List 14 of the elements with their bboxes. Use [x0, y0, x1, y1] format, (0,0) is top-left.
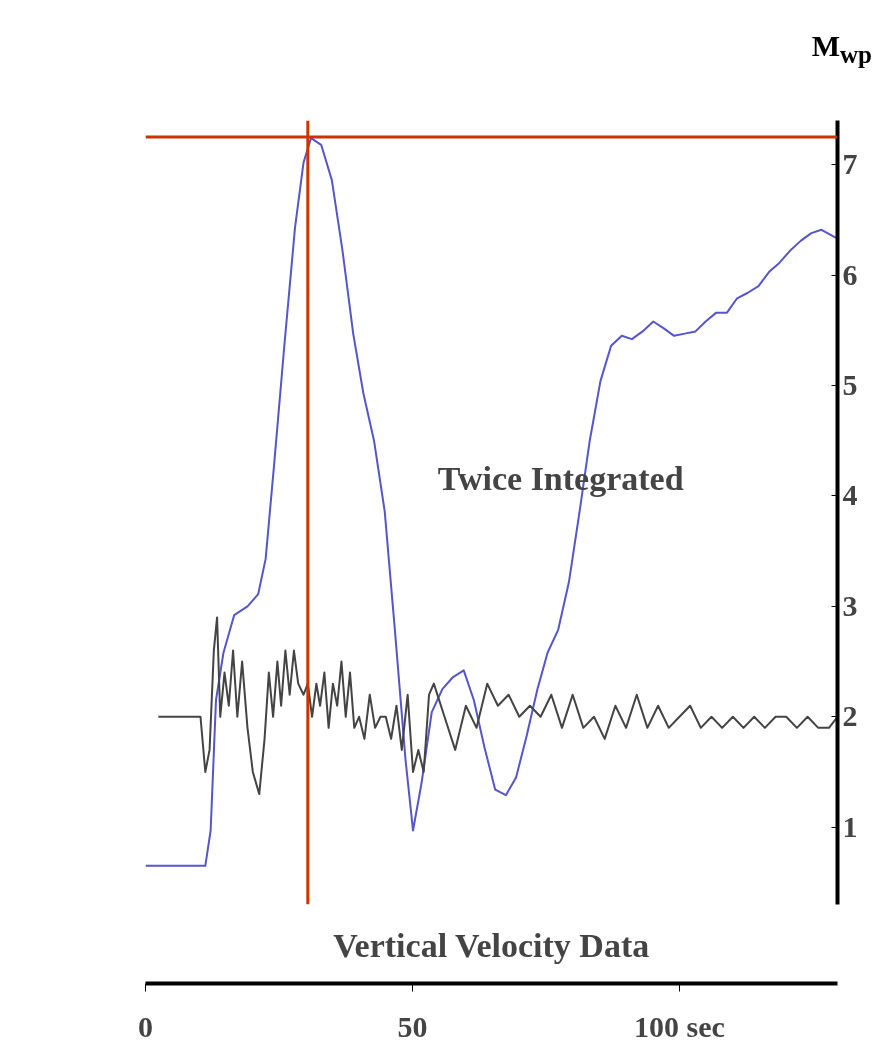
y-tick-label: 5 — [842, 368, 858, 402]
line-series — [157, 616, 838, 796]
x-tick-label: 100 sec — [634, 1009, 725, 1043]
line-series — [145, 137, 838, 867]
y-axis-title: M$_{wp}$ — [811, 28, 872, 70]
y-tick-label: 3 — [842, 588, 858, 622]
y-tick-label: 6 — [842, 257, 858, 291]
y-tick-label: 1 — [842, 809, 858, 843]
y-tick-label: 7 — [842, 147, 858, 181]
text: Vertical Velocity Data — [333, 926, 650, 964]
y-tick-label: 2 — [842, 699, 858, 733]
y-tick-label: 4 — [842, 478, 858, 512]
x-tick-label: 0 — [138, 1009, 153, 1043]
x-tick-label: 50 — [397, 1009, 428, 1043]
